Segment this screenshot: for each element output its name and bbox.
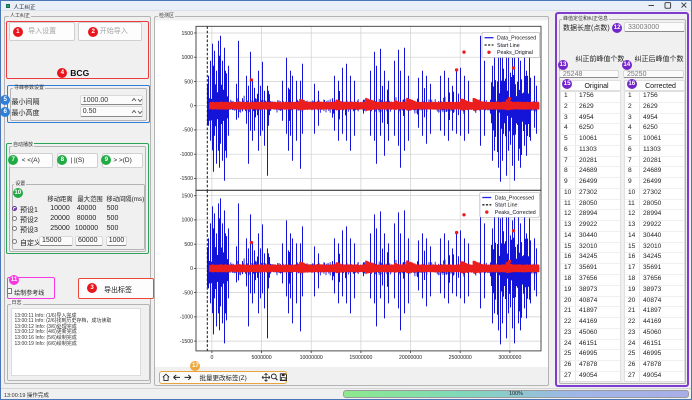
svg-text:30000000: 30000000 <box>498 355 521 361</box>
svg-text:1500: 1500 <box>181 194 193 200</box>
svg-text:Data_Processed: Data_Processed <box>495 195 534 201</box>
svg-text:批量更改标签(Z): 批量更改标签(Z) <box>199 373 246 382</box>
svg-text:-1000: -1000 <box>180 315 193 321</box>
svg-text:0: 0 <box>190 104 193 110</box>
svg-text:1000: 1000 <box>181 55 193 61</box>
svg-text:0: 0 <box>210 355 213 361</box>
svg-text:500: 500 <box>184 79 193 85</box>
svg-text:20000000: 20000000 <box>399 355 422 361</box>
svg-text:Peaks_Corrected: Peaks_Corrected <box>495 210 536 216</box>
svg-text:10000000: 10000000 <box>300 355 323 361</box>
svg-text:15000000: 15000000 <box>349 355 372 361</box>
svg-text:-1000: -1000 <box>180 152 193 158</box>
svg-text:5000000: 5000000 <box>251 355 271 361</box>
svg-text:0: 0 <box>190 266 193 272</box>
svg-text:1000: 1000 <box>181 218 193 224</box>
svg-text:Peaks_Original: Peaks_Original <box>497 50 533 56</box>
svg-text:Start Line: Start Line <box>495 203 518 209</box>
svg-text:Data_Processed: Data_Processed <box>497 36 536 42</box>
svg-text:500: 500 <box>184 242 193 248</box>
svg-text:-500: -500 <box>183 128 193 134</box>
svg-text:-500: -500 <box>183 290 193 296</box>
svg-text:Start Line: Start Line <box>497 43 520 49</box>
svg-text:25000000: 25000000 <box>449 355 472 361</box>
svg-text:1500: 1500 <box>181 31 193 37</box>
svg-text:-1500: -1500 <box>180 176 193 182</box>
svg-text:-1500: -1500 <box>180 339 193 345</box>
